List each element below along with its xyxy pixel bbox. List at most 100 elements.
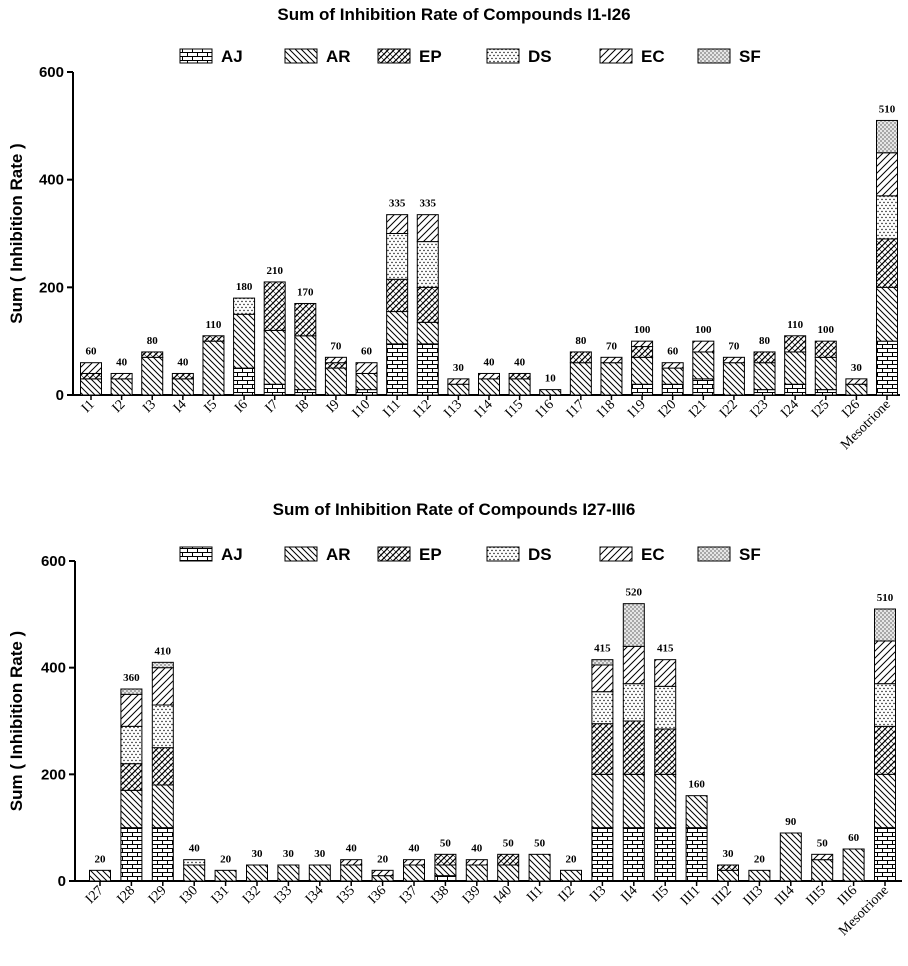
bar-segment-ar: [371, 875, 394, 882]
bar-segment-aj: [876, 340, 898, 396]
bar-i9: [324, 356, 347, 396]
x-tick-label: I5: [201, 397, 220, 416]
x-tick-label: I2: [110, 397, 129, 416]
bar-segment-ar: [874, 773, 896, 829]
bar-segment-ec: [722, 356, 745, 364]
legend-label-ep: EP: [419, 545, 442, 564]
bar-segment-ar: [661, 367, 684, 385]
bar-segment-ar: [465, 864, 488, 882]
x-tick-label: I4: [171, 397, 190, 416]
bar-i7: [263, 281, 286, 396]
bar-i27: [89, 869, 111, 882]
bar-segment-ar: [263, 329, 286, 385]
bar-segment-ar: [539, 389, 562, 396]
y-tick-label: 0: [58, 873, 66, 890]
bar-segment-ar: [171, 378, 194, 396]
x-tick-label: I38: [428, 883, 452, 907]
bar-segment-ds: [622, 683, 645, 722]
data-label: 50: [440, 837, 452, 849]
y-axis-label: Sum ( Inhibition Rate ): [7, 143, 26, 323]
y-tick-label: 400: [39, 172, 64, 189]
x-tick-label: III5: [804, 883, 829, 908]
bar-segment-aj: [120, 827, 143, 882]
bar-segment-ec: [403, 859, 425, 866]
bar-segment-ar: [386, 311, 409, 345]
bar-i21: [692, 340, 715, 396]
data-label: 510: [879, 103, 896, 115]
data-label: 20: [95, 853, 107, 865]
bar-segment-aj: [151, 827, 174, 882]
bar-segment-ec: [478, 372, 500, 380]
legend-label-ar: AR: [326, 545, 351, 564]
x-tick-label: I11: [381, 397, 404, 420]
bar-segment-ar: [214, 869, 237, 882]
legend-label-ec: EC: [641, 545, 665, 564]
bar-i26: [845, 378, 868, 396]
x-tick-label: I14: [472, 397, 496, 421]
bar-i31: [214, 869, 237, 882]
bar-segment-ar: [600, 362, 623, 396]
bar-segment-ar: [631, 356, 654, 385]
bar-segment-ep: [120, 763, 143, 791]
x-tick-label: I20: [656, 397, 680, 421]
data-label: 20: [566, 853, 578, 865]
data-label: 40: [471, 843, 483, 855]
bar-segment-ar: [569, 362, 592, 396]
bar-segment-ep: [434, 853, 457, 866]
legend-label-ec: EC: [641, 47, 665, 66]
data-label: 80: [147, 335, 159, 347]
legend-swatch-ec: [599, 546, 633, 562]
bar-segment-ar: [120, 789, 143, 829]
chart-bottom: Sum of Inhibition Rate of Compounds I27-…: [7, 500, 902, 939]
bar-segment-aj: [685, 827, 708, 882]
bar-segment-ar: [110, 378, 133, 396]
bar-i2: [110, 372, 133, 396]
bar-segment-ds: [416, 241, 439, 288]
bar-segment-ar: [183, 864, 206, 882]
data-label: 40: [484, 356, 496, 368]
data-label: 20: [220, 853, 232, 865]
bar-segment-aj: [631, 383, 654, 396]
x-tick-label: I33: [271, 883, 295, 907]
bar-segment-ar: [141, 356, 164, 396]
x-tick-label: I36: [366, 883, 390, 907]
bar-segment-ec: [661, 362, 684, 369]
bar-ii1: [528, 853, 551, 882]
legend-swatch-ds: [486, 48, 520, 64]
x-tick-label: I25: [809, 397, 833, 421]
legend-item-ep: EP: [377, 545, 442, 564]
bar-segment-ar: [478, 378, 500, 396]
data-label: 335: [420, 198, 437, 210]
bar-i20: [661, 362, 684, 396]
bar-segment-aj: [434, 875, 457, 882]
data-label: 110: [787, 319, 803, 331]
x-tick-label: II1: [524, 883, 546, 905]
bar-i25: [814, 340, 837, 396]
x-tick-label: I9: [324, 397, 343, 416]
bar-iii4: [779, 832, 802, 882]
bar-ii3: [591, 659, 614, 882]
x-tick-label: I3: [140, 397, 159, 416]
data-label: 510: [877, 592, 894, 604]
bar-segment-ep: [386, 278, 409, 313]
bar-segment-ar: [277, 864, 300, 882]
x-tick-label: III2: [709, 883, 734, 908]
bar-i29: [151, 661, 174, 882]
bar-i40: [497, 853, 520, 882]
data-label: 50: [503, 837, 515, 849]
bar-i38: [434, 853, 457, 882]
bar-segment-ar: [622, 773, 645, 829]
legend-swatch-aj: [179, 546, 213, 562]
data-label: 50: [817, 837, 829, 849]
bar-i8: [294, 302, 317, 396]
bar-segment-ar: [779, 832, 802, 882]
x-tick-label: III6: [835, 883, 860, 908]
legend-label-sf: SF: [739, 545, 761, 564]
bar-ii2: [560, 869, 582, 882]
bar-segment-ds: [386, 233, 409, 280]
bar-segment-ar: [685, 795, 708, 829]
bar-segment-ds: [233, 297, 256, 315]
bar-i1: [80, 362, 102, 396]
legend-item-ar: AR: [284, 545, 351, 564]
bar-segment-ep: [294, 302, 317, 337]
